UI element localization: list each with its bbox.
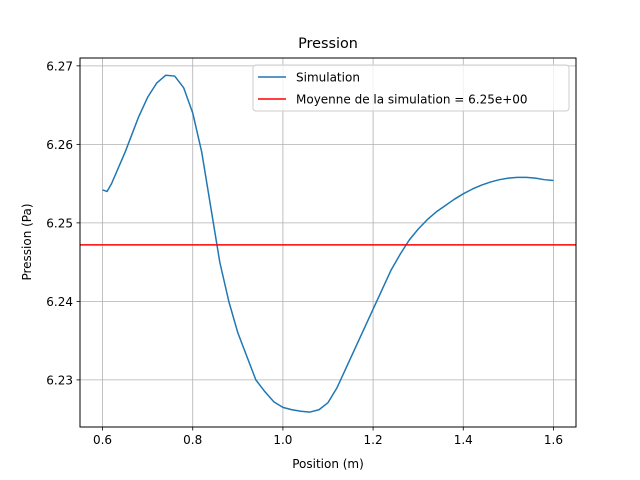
y-tick-label: 6.24 [46, 295, 73, 309]
ticks: 0.6 0.8 1.0 1.2 1.4 1.6 6.23 6.24 6.25 6.26 6.27 [46, 59, 563, 447]
y-tick-label: 6.23 [46, 373, 73, 387]
x-tick-label: 1.2 [364, 433, 383, 447]
x-tick-label: 1.0 [273, 433, 292, 447]
y-tick-label: 6.26 [46, 138, 73, 152]
x-tick-label: 0.6 [93, 433, 112, 447]
y-tick-label: 6.27 [46, 59, 73, 73]
x-axis-label: Position (m) [292, 457, 364, 471]
legend: Simulation Moyenne de la simulation = 6.2… [252, 64, 570, 112]
legend-label: Moyenne de la simulation = 6.25e+00 [296, 93, 528, 107]
plot-frame [79, 57, 577, 428]
x-tick-label: 0.8 [183, 433, 202, 447]
y-axis-label: Pression (Pa) [20, 203, 34, 280]
legend-box [252, 64, 570, 112]
legend-label: Simulation [296, 71, 360, 85]
y-tick-label: 6.25 [46, 216, 73, 230]
simulation-line [102, 74, 554, 413]
x-tick-label: 1.4 [454, 433, 473, 447]
chart-title: Pression [298, 36, 358, 52]
series-layer [80, 74, 576, 413]
x-tick-label: 1.6 [544, 433, 563, 447]
